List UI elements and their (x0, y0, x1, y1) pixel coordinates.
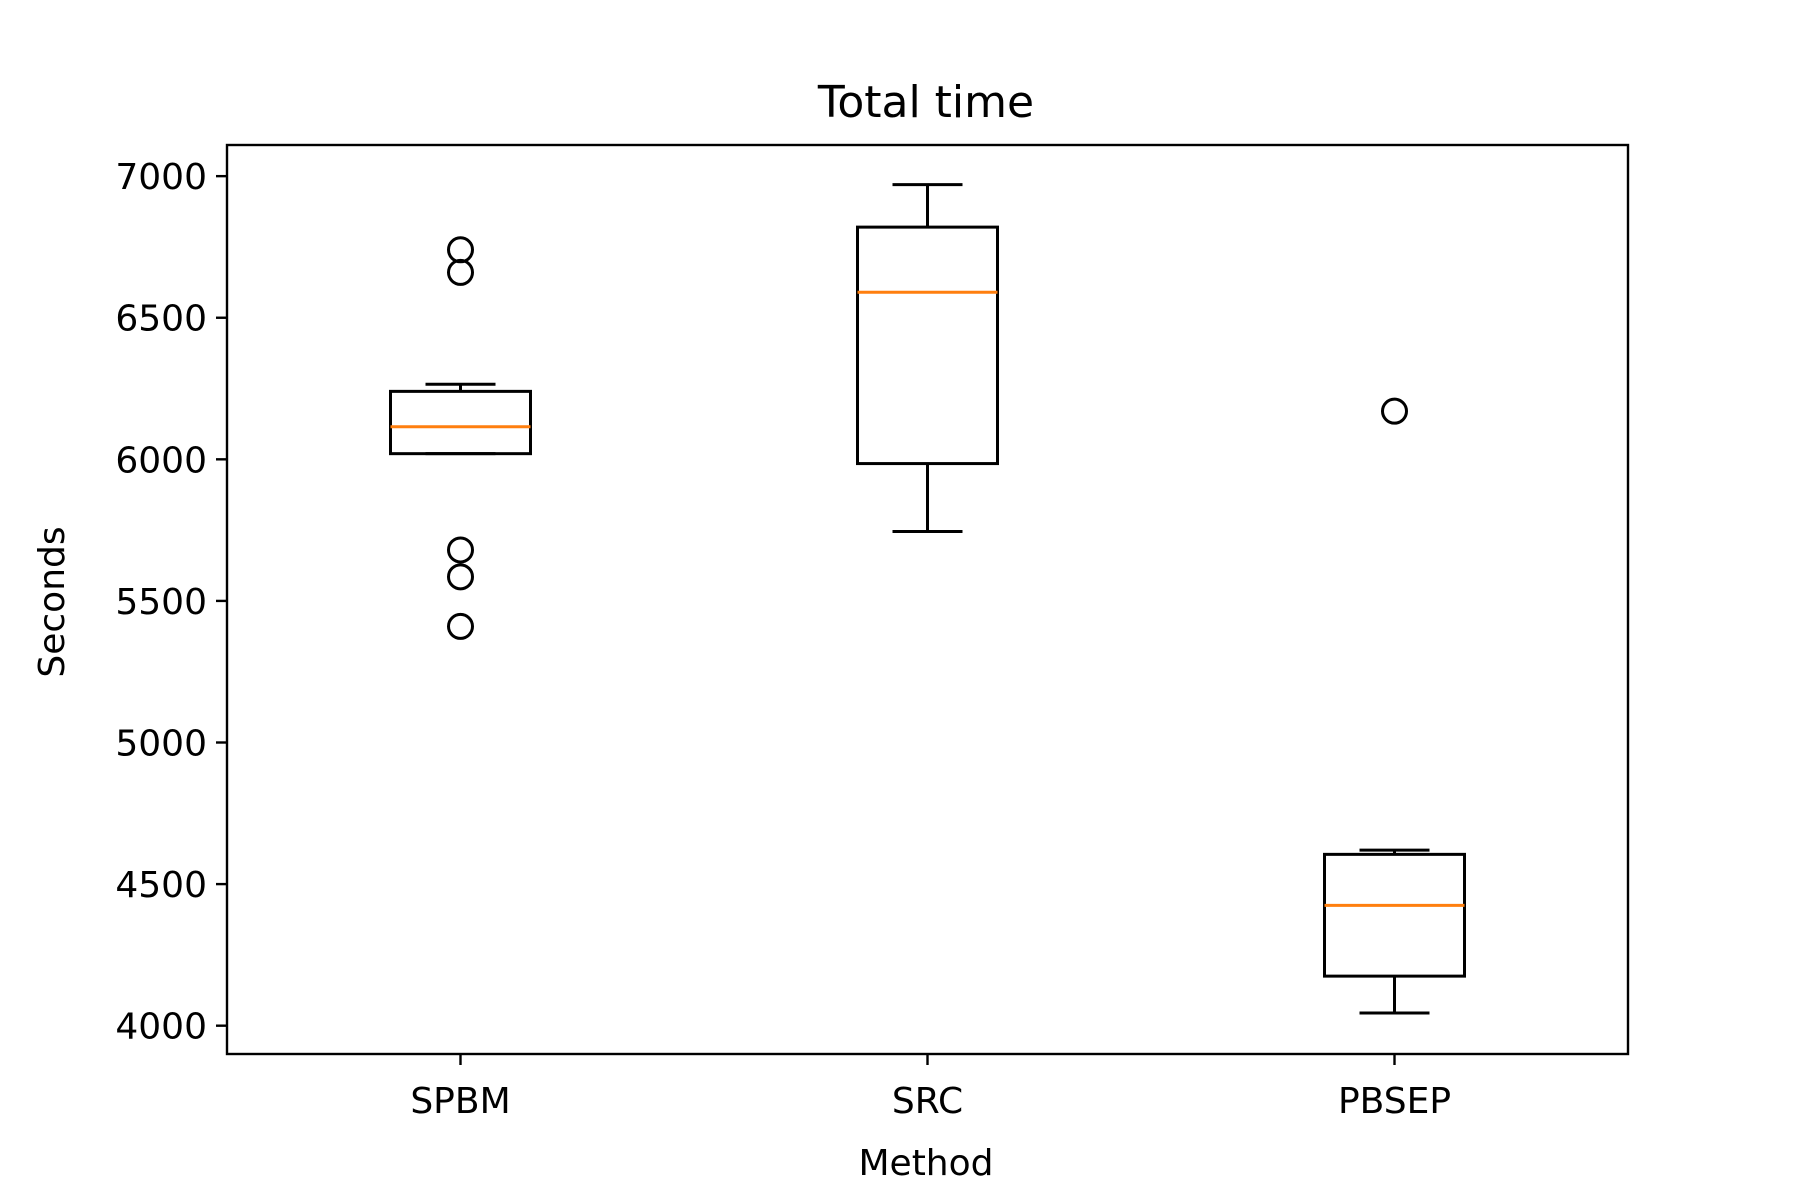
x-tick-label: PBSEP (1338, 1081, 1451, 1122)
outlier-point (447, 236, 474, 264)
outlier-point (447, 258, 474, 286)
y-tick-label: 7000 (115, 157, 207, 198)
box-pbsep (1323, 852, 1466, 978)
x-axis-label: Method (858, 1143, 993, 1184)
y-tick-label: 5500 (115, 582, 207, 623)
chart-title: Total time (817, 77, 1034, 128)
box-spbm (389, 389, 532, 456)
y-tick-label: 5000 (115, 724, 207, 765)
outlier-point (447, 536, 474, 564)
y-tick-label: 4500 (115, 865, 207, 906)
outlier-point (447, 612, 474, 640)
box-src (856, 225, 999, 466)
x-tick-label: SPBM (410, 1081, 510, 1122)
y-tick-label: 6000 (115, 440, 207, 481)
y-axis-label: Seconds (32, 526, 73, 677)
x-tick-label: SRC (892, 1081, 963, 1122)
y-tick-label: 6500 (115, 299, 207, 340)
plot-area: 4000 4500 5000 5500 6000 6500 7000 SPBM SRC PBSEP (115, 143, 1630, 1122)
outlier-point (447, 563, 474, 591)
plot-frame (225, 143, 1630, 1056)
y-tick-label: 4000 (115, 1007, 207, 1048)
outlier-point (1381, 397, 1408, 425)
